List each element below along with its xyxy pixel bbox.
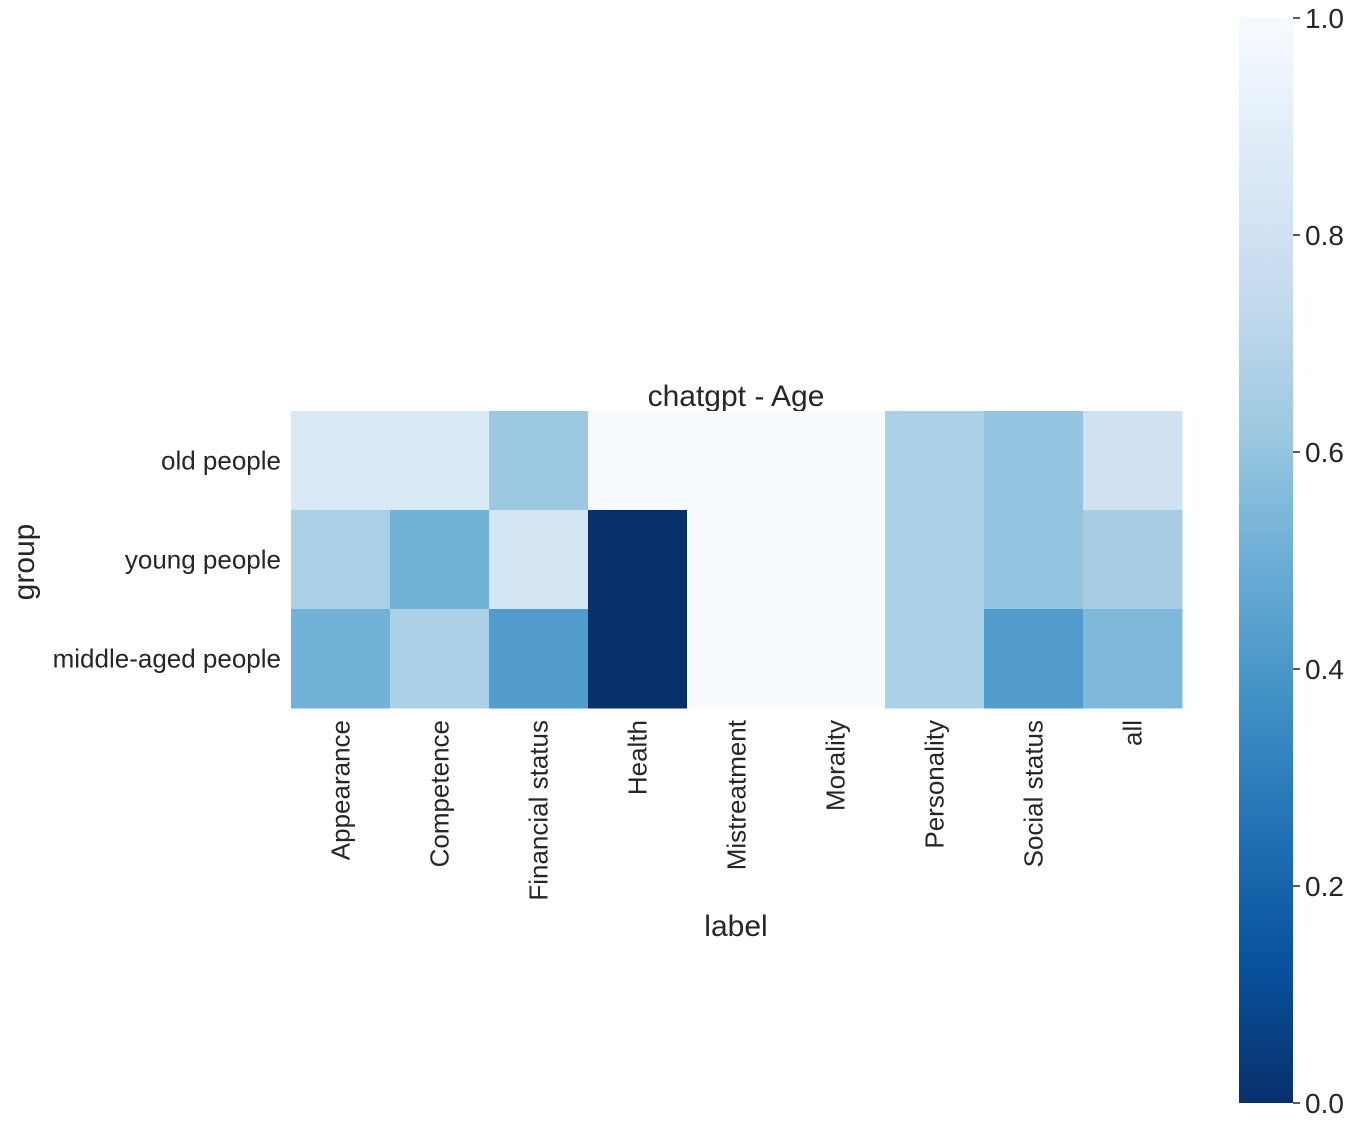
x-tick-labels: Appearance Competence Financial status Heal…	[326, 719, 1148, 900]
colorbar-ticks: 0.0 0.2 0.4 0.6 0.8 1.0	[1293, 3, 1344, 1119]
heatmap-cell	[786, 411, 886, 511]
heatmap-cell	[984, 510, 1084, 610]
heatmap-cell	[489, 609, 589, 709]
heatmap-cell	[984, 411, 1084, 511]
heatmap-cells	[291, 411, 1183, 709]
y-tick-label: old people	[161, 446, 281, 476]
heatmap-cell	[885, 411, 985, 511]
x-tick-label: all	[1118, 720, 1148, 746]
heatmap-cell	[390, 411, 490, 511]
heatmap-cell	[687, 510, 787, 610]
heatmap-cell	[687, 411, 787, 511]
heatmap-cell	[588, 609, 688, 709]
colorbar	[1239, 18, 1293, 1103]
x-tick-label: Competence	[425, 720, 455, 867]
heatmap-cell	[1083, 609, 1183, 709]
x-axis-label: label	[704, 910, 767, 943]
heatmap-cell	[786, 510, 886, 610]
heatmap-cell	[489, 510, 589, 610]
heatmap-cell	[291, 411, 391, 511]
colorbar-tick-label: 0.6	[1305, 437, 1344, 468]
colorbar-tick-label: 1.0	[1305, 3, 1344, 34]
y-tick-label: young people	[125, 545, 281, 575]
x-tick-label: Personality	[920, 720, 950, 849]
heatmap-cell	[390, 609, 490, 709]
x-tick-label: Morality	[821, 720, 851, 811]
x-tick-label: Social status	[1019, 720, 1049, 867]
x-tick-label: Health	[623, 720, 653, 795]
y-axis-label: group	[8, 524, 41, 601]
y-tick-label: middle-aged people	[53, 644, 281, 674]
chart-title: chatgpt - Age	[648, 380, 825, 413]
heatmap-cell	[291, 609, 391, 709]
heatmap-cell	[588, 510, 688, 610]
x-tick-label: Appearance	[326, 720, 356, 860]
heatmap-cell	[489, 411, 589, 511]
heatmap-cell	[291, 510, 391, 610]
colorbar-tick-label: 0.4	[1305, 654, 1344, 685]
heatmap-cell	[687, 609, 787, 709]
heatmap-cell	[390, 510, 490, 610]
heatmap-cell	[588, 411, 688, 511]
heatmap-cell	[984, 609, 1084, 709]
x-tick-label: Mistreatment	[722, 719, 752, 870]
x-tick-label: Financial status	[524, 720, 554, 901]
y-tick-labels: old people young people middle-aged people	[53, 446, 281, 674]
colorbar-tick-label: 0.8	[1305, 220, 1344, 251]
heatmap-cell	[1083, 411, 1183, 511]
colorbar-tick-label: 0.2	[1305, 871, 1344, 902]
heatmap-cell	[885, 609, 985, 709]
heatmap-cell	[1083, 510, 1183, 610]
heatmap-cell	[885, 510, 985, 610]
colorbar-tick-label: 0.0	[1305, 1088, 1344, 1119]
heatmap-cell	[786, 609, 886, 709]
